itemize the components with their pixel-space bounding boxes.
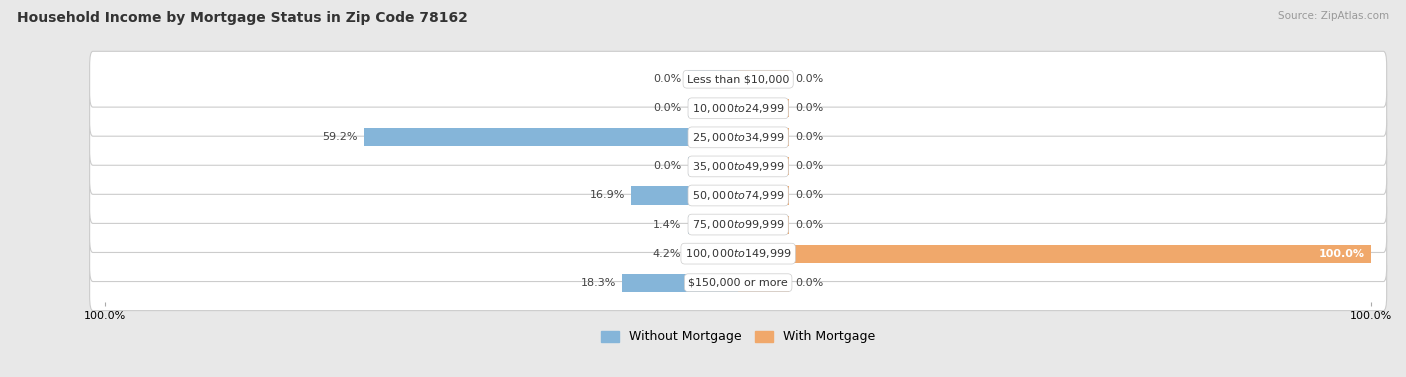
FancyBboxPatch shape	[90, 80, 1386, 136]
Text: $50,000 to $74,999: $50,000 to $74,999	[692, 189, 785, 202]
Bar	[688, 70, 738, 88]
Text: 0.0%: 0.0%	[796, 161, 824, 172]
Text: 0.0%: 0.0%	[652, 74, 682, 84]
Text: 0.0%: 0.0%	[652, 103, 682, 113]
Text: 16.9%: 16.9%	[589, 190, 624, 201]
Text: 4.2%: 4.2%	[652, 249, 682, 259]
Text: Less than $10,000: Less than $10,000	[688, 74, 789, 84]
Text: Household Income by Mortgage Status in Zip Code 78162: Household Income by Mortgage Status in Z…	[17, 11, 468, 25]
FancyBboxPatch shape	[90, 255, 1386, 311]
Text: 0.0%: 0.0%	[796, 278, 824, 288]
FancyBboxPatch shape	[90, 109, 1386, 165]
Bar	[738, 187, 789, 204]
Text: 1.4%: 1.4%	[652, 219, 682, 230]
FancyBboxPatch shape	[90, 51, 1386, 107]
Text: 0.0%: 0.0%	[796, 190, 824, 201]
Bar	[738, 274, 789, 292]
Text: $25,000 to $34,999: $25,000 to $34,999	[692, 131, 785, 144]
FancyBboxPatch shape	[90, 138, 1386, 194]
FancyBboxPatch shape	[90, 168, 1386, 224]
FancyBboxPatch shape	[90, 226, 1386, 282]
Bar	[688, 158, 738, 175]
Bar	[738, 216, 789, 234]
Text: 0.0%: 0.0%	[652, 161, 682, 172]
Text: $75,000 to $99,999: $75,000 to $99,999	[692, 218, 785, 231]
Text: 18.3%: 18.3%	[581, 278, 616, 288]
Text: 0.0%: 0.0%	[796, 103, 824, 113]
Text: 59.2%: 59.2%	[322, 132, 357, 143]
Text: Source: ZipAtlas.com: Source: ZipAtlas.com	[1278, 11, 1389, 21]
Bar	[738, 245, 1371, 263]
Bar	[364, 128, 738, 146]
Bar	[688, 216, 738, 234]
Text: 0.0%: 0.0%	[796, 74, 824, 84]
Text: 100.0%: 100.0%	[1319, 249, 1364, 259]
Text: 0.0%: 0.0%	[796, 219, 824, 230]
Text: $100,000 to $149,999: $100,000 to $149,999	[685, 247, 792, 260]
Bar	[738, 99, 789, 117]
FancyBboxPatch shape	[90, 197, 1386, 253]
Text: $35,000 to $49,999: $35,000 to $49,999	[692, 160, 785, 173]
Bar	[738, 70, 789, 88]
Text: 0.0%: 0.0%	[796, 132, 824, 143]
Text: $150,000 or more: $150,000 or more	[689, 278, 787, 288]
Bar	[631, 187, 738, 204]
Text: $10,000 to $24,999: $10,000 to $24,999	[692, 102, 785, 115]
Legend: Without Mortgage, With Mortgage: Without Mortgage, With Mortgage	[596, 325, 880, 348]
Bar	[738, 128, 789, 146]
Bar	[688, 99, 738, 117]
Bar	[623, 274, 738, 292]
Bar	[738, 158, 789, 175]
Bar	[688, 245, 738, 263]
